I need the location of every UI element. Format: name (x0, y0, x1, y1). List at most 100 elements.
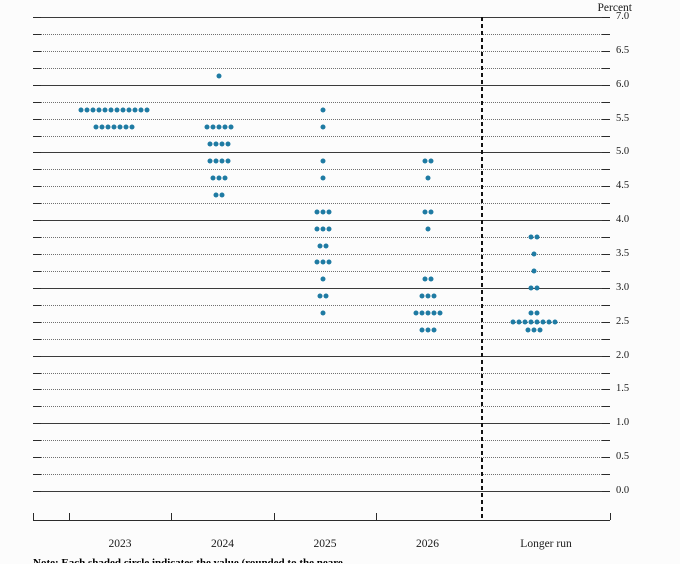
gridline-right-tick (602, 372, 610, 374)
y-axis-tick-label: 1.0 (616, 417, 630, 429)
gridline-dotted (33, 118, 610, 120)
dot-row-2024 (207, 141, 231, 147)
y-axis-tick-label: 0.0 (616, 485, 630, 496)
projection-dot (225, 158, 231, 164)
projection-dot (90, 107, 96, 113)
gridline-right-tick (602, 491, 610, 492)
gridline-left-tick (33, 389, 41, 391)
projection-dot (534, 285, 540, 291)
projection-dot (320, 175, 326, 181)
projection-dot (534, 310, 540, 316)
dot-row-2026 (422, 276, 434, 282)
projection-dot (129, 124, 135, 130)
dot-row-2024 (207, 158, 231, 164)
projection-dot (431, 293, 437, 299)
dot-row-2026 (425, 226, 431, 232)
gridline-solid (33, 17, 610, 18)
projection-dot (552, 319, 558, 325)
gridline-dotted (33, 321, 610, 323)
gridline-left-tick (33, 423, 41, 425)
gridline-solid (33, 287, 610, 289)
projection-dot (207, 158, 213, 164)
projection-dot (111, 124, 117, 130)
projection-dot (320, 124, 326, 130)
gridline-left-tick (33, 50, 41, 52)
gridline-left-tick (33, 372, 41, 374)
y-axis-tick-label: 5.5 (616, 112, 630, 124)
gridline-left-tick (33, 17, 41, 18)
gridline-left-tick (33, 169, 41, 171)
projection-dot (422, 209, 428, 215)
projection-dot (144, 107, 150, 113)
projection-dot (114, 107, 120, 113)
gridline-left-tick (33, 101, 41, 103)
projection-dot (516, 319, 522, 325)
projection-dot (216, 73, 222, 79)
x-axis-tick (610, 513, 611, 520)
gridline-right-tick (602, 17, 610, 18)
gridline-dotted (33, 406, 610, 408)
dot-row-longer-run (528, 310, 540, 316)
dot-row-2025 (320, 124, 326, 130)
projection-dot (419, 310, 425, 316)
projection-dot (425, 327, 431, 333)
dot-row-longer-run (531, 251, 537, 257)
y-axis-tick-label: 4.0 (616, 214, 630, 226)
dot-row-2025 (317, 293, 329, 299)
x-axis-tick (171, 513, 172, 520)
x-axis-tick (69, 513, 70, 520)
projection-dot (326, 259, 332, 265)
gridline-dotted (33, 67, 610, 69)
gridline-left-tick (33, 406, 41, 408)
dot-row-2023 (78, 107, 150, 113)
projection-dot (531, 268, 537, 274)
y-axis-tick-label: 6.0 (616, 78, 630, 90)
projection-dot (105, 124, 111, 130)
x-axis-label-2025: 2025 (313, 538, 337, 550)
gridline-dotted (33, 457, 610, 459)
projection-dot (117, 124, 123, 130)
projection-dot (326, 226, 332, 232)
gridline-solid (33, 220, 610, 222)
x-axis-label-2024: 2024 (211, 538, 234, 550)
projection-dot (320, 276, 326, 282)
projection-dot (534, 319, 540, 325)
y-axis-tick-label: 5.0 (616, 146, 630, 158)
gridline-solid (33, 355, 610, 357)
projection-dot (422, 158, 428, 164)
gridline-right-tick (602, 423, 610, 425)
gridline-dotted (33, 372, 610, 374)
dot-row-2024 (210, 175, 228, 181)
projection-dot (425, 293, 431, 299)
x-axis-label-longer-run: Longer run (520, 538, 572, 550)
gridline-right-tick (602, 84, 610, 86)
projection-dot (204, 124, 210, 130)
gridline-right-tick (602, 203, 610, 205)
dot-row-longer-run (531, 268, 537, 274)
projection-dot (540, 319, 546, 325)
projection-dot (138, 107, 144, 113)
projection-dot (320, 259, 326, 265)
gridline-dotted (33, 135, 610, 137)
projection-dot (120, 107, 126, 113)
gridline-right-tick (602, 169, 610, 171)
gridline-dotted (33, 237, 610, 239)
gridline-dotted (33, 33, 610, 35)
dot-row-longer-run (510, 319, 558, 325)
projection-dot (546, 319, 552, 325)
gridline-left-tick (33, 152, 41, 154)
projection-dot (102, 107, 108, 113)
gridline-left-tick (33, 67, 41, 69)
projection-dot (531, 251, 537, 257)
dot-row-2025 (314, 226, 332, 232)
y-axis-tick-label: 7.0 (616, 11, 630, 22)
gridline-dotted (33, 169, 610, 171)
projection-dot (210, 175, 216, 181)
gridline-left-tick (33, 270, 41, 272)
dot-row-2025 (320, 107, 326, 113)
y-axis-tick-label: 0.5 (616, 451, 630, 463)
projection-dot (425, 226, 431, 232)
projection-dot (425, 175, 431, 181)
gridline-left-tick (33, 355, 41, 357)
